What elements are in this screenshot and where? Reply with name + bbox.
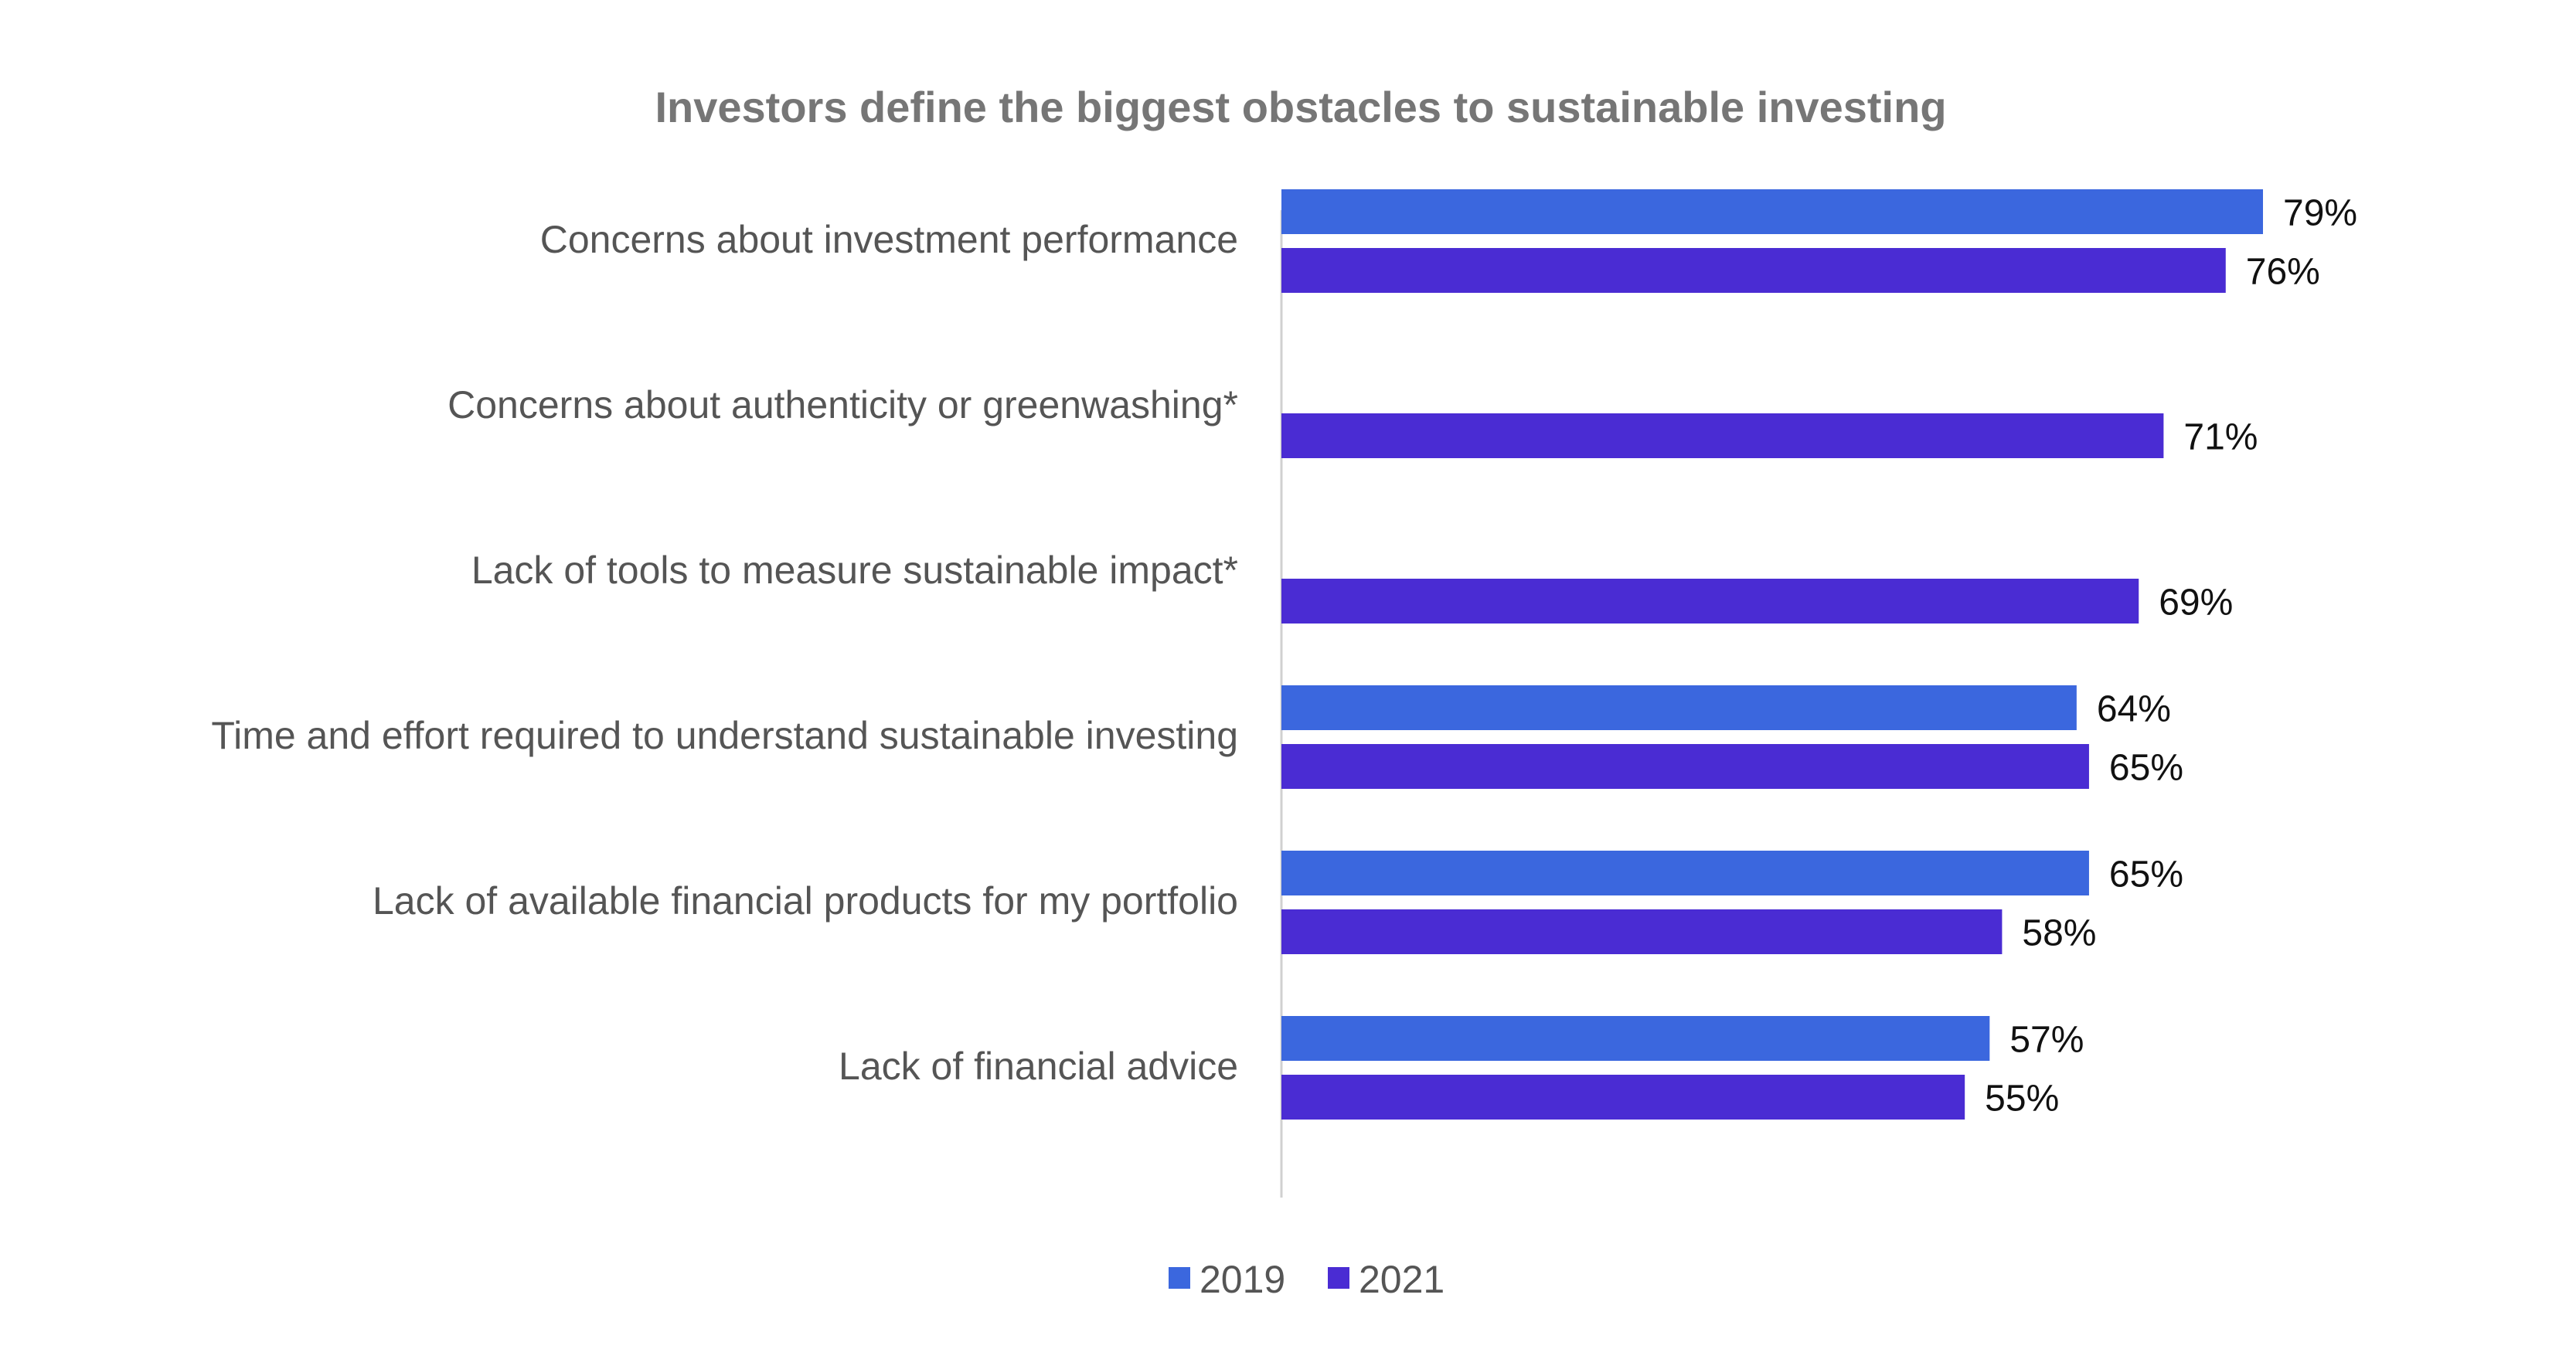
category-label: Lack of tools to measure sustainable imp… — [471, 549, 1238, 592]
bar-2021 — [1281, 579, 2139, 624]
bar-2021 — [1281, 744, 2089, 789]
data-label: 57% — [2009, 1020, 2084, 1061]
bars-layer: Concerns about investment performance 79%… — [211, 189, 2357, 1120]
bar-2021 — [1281, 248, 2226, 293]
bar-2021 — [1281, 909, 2003, 954]
legend-swatch-2021 — [1328, 1267, 1349, 1289]
bar-2019 — [1281, 685, 2077, 730]
category-label: Lack of financial advice — [839, 1045, 1238, 1088]
category-label: Concerns about authenticity or greenwash… — [447, 383, 1238, 426]
data-label: 65% — [2109, 855, 2183, 895]
bar-2019 — [1281, 851, 2089, 895]
category-label: Lack of available financial products for… — [373, 879, 1238, 923]
data-label: 69% — [2159, 583, 2233, 624]
legend-label: 2019 — [1200, 1258, 1285, 1301]
data-label: 79% — [2283, 193, 2357, 234]
data-label: 64% — [2097, 689, 2171, 730]
legend: 2019 2021 — [1169, 1258, 1445, 1301]
category-label: Concerns about investment performance — [540, 218, 1238, 261]
category-label: Time and effort required to understand s… — [211, 714, 1238, 757]
bar-2021 — [1281, 1075, 1965, 1120]
data-label: 55% — [1985, 1079, 2059, 1120]
data-label: 65% — [2109, 748, 2183, 789]
data-label: 76% — [2246, 252, 2320, 293]
legend-label: 2021 — [1359, 1258, 1445, 1301]
legend-swatch-2019 — [1169, 1267, 1190, 1289]
bar-2019 — [1281, 1016, 1990, 1061]
chart-title: Investors define the biggest obstacles t… — [655, 83, 1946, 131]
bar-2019 — [1281, 189, 2263, 234]
bar-2021 — [1281, 413, 2164, 458]
data-label: 58% — [2022, 913, 2096, 954]
data-label: 71% — [2183, 417, 2258, 458]
